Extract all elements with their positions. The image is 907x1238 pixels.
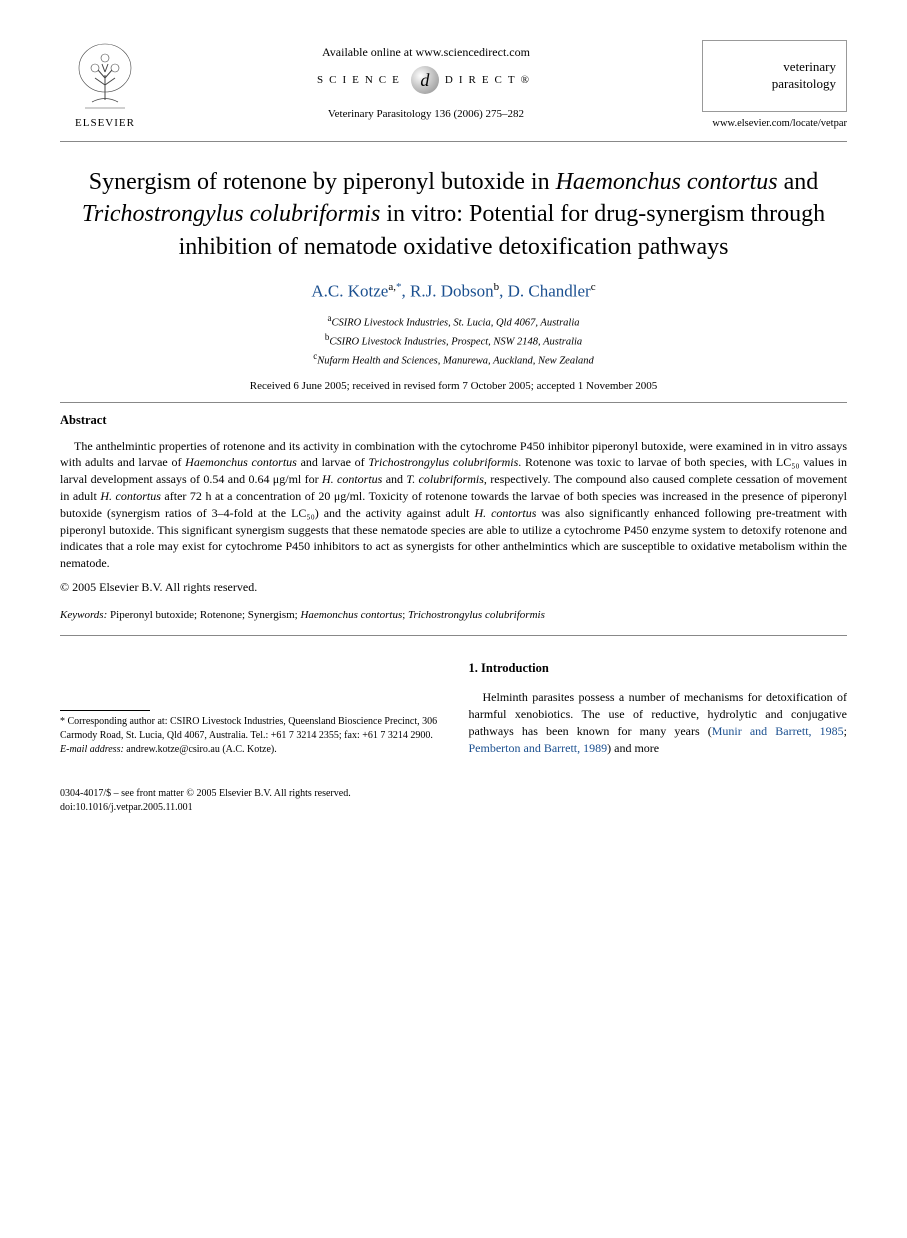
intro-body: Helminth parasites possess a number of m… bbox=[469, 689, 848, 756]
sd-right: DIRECT® bbox=[445, 74, 535, 86]
header-center: Available online at www.sciencedirect.co… bbox=[150, 40, 702, 122]
journal-title-box: veterinary parasitology bbox=[702, 40, 847, 112]
rule-above-abstract bbox=[60, 402, 847, 403]
journal-line2: parasitology bbox=[713, 76, 836, 93]
copyright-line: © 2005 Elsevier B.V. All rights reserved… bbox=[60, 580, 847, 595]
page-header: ELSEVIER Available online at www.science… bbox=[60, 40, 847, 129]
sd-left: SCIENCE bbox=[317, 74, 405, 86]
author-3[interactable]: , D. Chandler bbox=[499, 282, 591, 301]
intro-heading: 1. Introduction bbox=[469, 660, 848, 678]
journal-url: www.elsevier.com/locate/vetpar bbox=[702, 118, 847, 129]
citation-ref-1[interactable]: Munir and Barrett, 1985 bbox=[712, 724, 844, 738]
header-rule bbox=[60, 141, 847, 142]
right-column: 1. Introduction Helminth parasites posse… bbox=[469, 660, 848, 757]
article-title: Synergism of rotenone by piperonyl butox… bbox=[60, 166, 847, 263]
citation-ref-2[interactable]: Pemberton and Barrett, 1989 bbox=[469, 741, 608, 755]
sd-ball-icon: d bbox=[411, 66, 439, 94]
journal-block: veterinary parasitology www.elsevier.com… bbox=[702, 40, 847, 129]
publisher-name: ELSEVIER bbox=[75, 117, 135, 129]
affiliations: aCSIRO Livestock Industries, St. Lucia, … bbox=[60, 312, 847, 370]
footnote-rule bbox=[60, 710, 150, 711]
available-online-text: Available online at www.sciencedirect.co… bbox=[322, 45, 530, 60]
author-1[interactable]: A.C. Kotze bbox=[311, 282, 388, 301]
publisher-logo-block: ELSEVIER bbox=[60, 40, 150, 129]
authors-line: A.C. Kotzea,*, R.J. Dobsonb, D. Chandler… bbox=[60, 281, 847, 302]
abstract-heading: Abstract bbox=[60, 413, 847, 428]
abstract-body: The anthelmintic properties of rotenone … bbox=[60, 438, 847, 572]
article-dates: Received 6 June 2005; received in revise… bbox=[60, 380, 847, 392]
sciencedirect-logo: SCIENCE d DIRECT® bbox=[317, 66, 535, 94]
rule-below-keywords bbox=[60, 635, 847, 636]
keywords-line: Keywords: Piperonyl butoxide; Rotenone; … bbox=[60, 609, 847, 621]
footer-doi: doi:10.1016/j.vetpar.2005.11.001 bbox=[60, 801, 847, 815]
elsevier-tree-icon bbox=[70, 40, 140, 115]
author-2[interactable]: , R.J. Dobson bbox=[402, 282, 494, 301]
page-footer: 0304-4017/$ – see front matter © 2005 El… bbox=[60, 787, 847, 815]
journal-line1: veterinary bbox=[713, 59, 836, 76]
corresponding-footnote: * Corresponding author at: CSIRO Livesto… bbox=[60, 715, 439, 757]
two-column-region: * Corresponding author at: CSIRO Livesto… bbox=[60, 660, 847, 757]
citation-line: Veterinary Parasitology 136 (2006) 275–2… bbox=[328, 108, 524, 120]
footer-line1: 0304-4017/$ – see front matter © 2005 El… bbox=[60, 787, 847, 801]
left-column: * Corresponding author at: CSIRO Livesto… bbox=[60, 660, 439, 757]
